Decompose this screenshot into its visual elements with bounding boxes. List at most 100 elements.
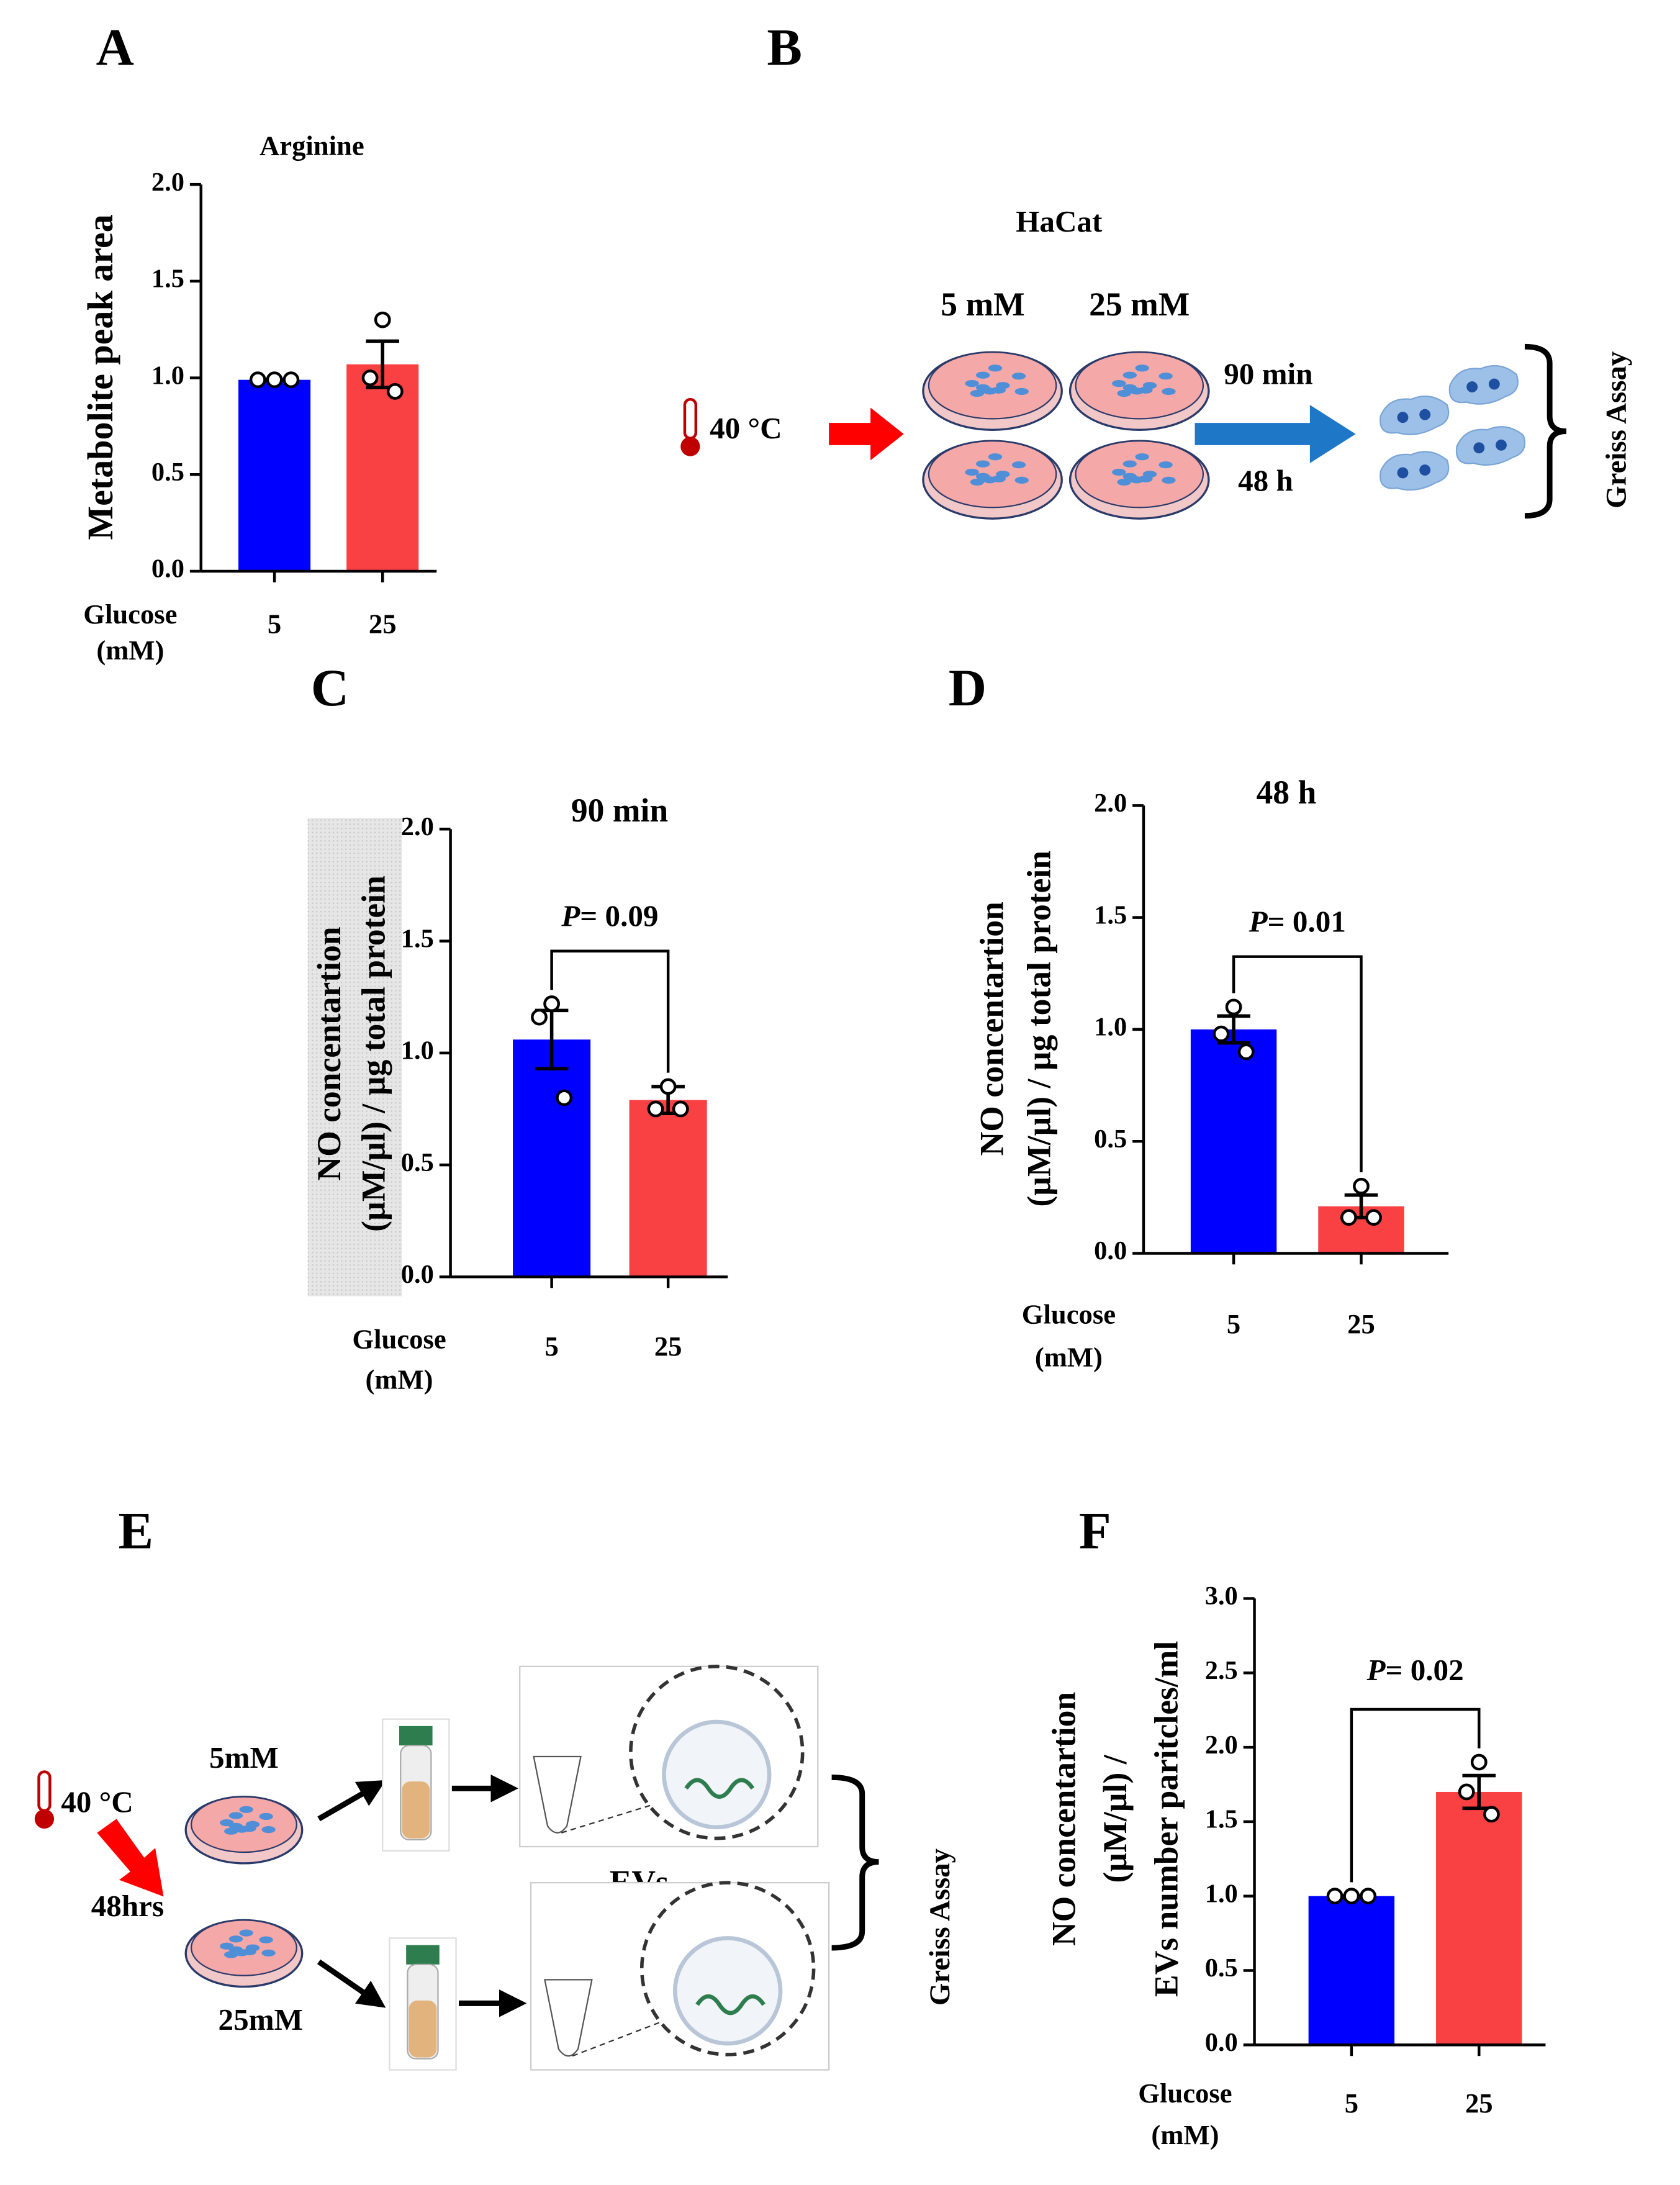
cell	[261, 1826, 276, 1834]
panel-letter: A	[96, 18, 134, 76]
x-tick-label: 25	[1347, 1308, 1375, 1339]
p-value: P= 0.02	[1366, 1653, 1463, 1687]
bar	[238, 379, 311, 572]
cell	[1112, 468, 1126, 476]
panel-letter: D	[949, 659, 987, 717]
dish-medium	[190, 1796, 297, 1853]
x-tick-label: 5	[1345, 2088, 1358, 2119]
data-point	[1237, 1043, 1255, 1061]
y-axis-label: (µM/µl) /	[1096, 1754, 1134, 1883]
brace	[831, 1774, 879, 1951]
cell	[228, 1822, 243, 1830]
cell	[1122, 460, 1137, 468]
petri-dish	[1068, 440, 1210, 520]
cell	[1158, 373, 1173, 380]
x-tick-label: 5	[544, 1331, 558, 1362]
y-tick-label: 1.5	[151, 265, 184, 294]
tube-cap	[399, 1726, 433, 1746]
cell	[988, 453, 1003, 461]
p-text: = 0.02	[1385, 1653, 1463, 1687]
y-tick-label: 0.0	[1094, 1236, 1127, 1265]
arrow	[1195, 405, 1356, 463]
dash-link	[561, 1804, 652, 1834]
petri-dish	[1068, 351, 1210, 431]
data-point	[1213, 1025, 1230, 1043]
x-axis-label: Glucose	[352, 1324, 446, 1355]
p-text: = 0.01	[1268, 905, 1346, 939]
data-point	[374, 311, 391, 328]
y-tick-label: 1.5	[1205, 1805, 1238, 1834]
data-point	[1326, 1888, 1344, 1905]
temperature: 40 °C	[61, 1785, 133, 1819]
bar	[513, 1039, 591, 1277]
cell	[1014, 387, 1029, 396]
y-tick-label: 2.0	[1094, 789, 1127, 818]
p-value: P= 0.09	[561, 899, 658, 933]
y-tick-label: 0.5	[1205, 1953, 1238, 1983]
cell-body	[1380, 396, 1450, 435]
arrow	[829, 407, 904, 461]
data-point	[543, 995, 561, 1012]
y-axis-label: (µM/µl) / µg total protein	[1020, 851, 1057, 1207]
chart-title: 90 min	[571, 792, 668, 829]
assay-label: Greiss Assay	[924, 1848, 956, 2006]
data-point	[249, 371, 266, 389]
x-axis-label: Glucose	[1022, 1298, 1116, 1329]
p-value: P= 0.01	[1249, 905, 1346, 939]
cell	[239, 1929, 253, 1937]
vesicle-inner	[672, 1936, 783, 2046]
condition-label: 25mM	[219, 2002, 303, 2037]
condition-label: 5mM	[209, 1740, 279, 1775]
dna	[695, 1994, 765, 2015]
nucleus	[1419, 409, 1431, 420]
data-point	[659, 1078, 677, 1095]
panel-letter: F	[1079, 1501, 1111, 1560]
data-point	[1458, 1783, 1475, 1801]
significance-bracket	[1232, 955, 1363, 1172]
petri-dish	[922, 440, 1063, 520]
chart: A Arginine Metabolite peak area 0.0 0.5 1.0 1.…	[80, 18, 437, 666]
data-point	[1343, 1888, 1360, 1905]
y-tick-label: 0.5	[151, 458, 184, 487]
data-point	[386, 382, 404, 400]
microtube	[533, 1755, 582, 1834]
data-point	[1360, 1888, 1377, 1905]
y-tick-label: 0.5	[1094, 1124, 1127, 1154]
data-point	[266, 371, 283, 389]
cell	[1162, 476, 1176, 484]
nucleus	[1397, 412, 1409, 423]
bar	[346, 364, 419, 572]
dish-medium	[1075, 440, 1204, 509]
data-point	[556, 1089, 573, 1106]
cell	[965, 468, 979, 476]
vesicle-outer	[629, 1665, 805, 1840]
data-point	[1365, 1209, 1382, 1226]
x-tick-label: 25	[1465, 2088, 1493, 2119]
y-tick-label: 0.0	[1205, 2028, 1238, 2057]
data-point	[1470, 1753, 1488, 1771]
significance-bracket	[550, 949, 670, 1073]
duration: 48hrs	[91, 1889, 164, 1923]
data-point	[361, 369, 379, 386]
cell	[239, 1806, 253, 1813]
tube	[389, 1937, 457, 2071]
bar	[1308, 1896, 1395, 2045]
arrow	[97, 1819, 164, 1897]
cell	[1122, 384, 1137, 391]
arrow	[317, 1780, 386, 1822]
dash-link	[572, 2020, 663, 2057]
cell	[976, 371, 990, 379]
bar	[629, 1100, 707, 1277]
chart: D 48 h NO concentartion (µM/µl) / µg total …	[949, 659, 1449, 1373]
bar	[1436, 1791, 1522, 2045]
cell	[988, 364, 1003, 372]
petri-dish	[184, 1919, 304, 1988]
x-tick-label: 5	[268, 608, 281, 640]
time-label: 90 min	[1224, 357, 1312, 391]
y-axis-label: NO concentartion	[1045, 1692, 1082, 1946]
temperature: 40 °C	[710, 411, 782, 445]
y-tick-label: 1.5	[401, 924, 434, 953]
nucleus	[1466, 381, 1478, 392]
cell	[1135, 453, 1149, 461]
